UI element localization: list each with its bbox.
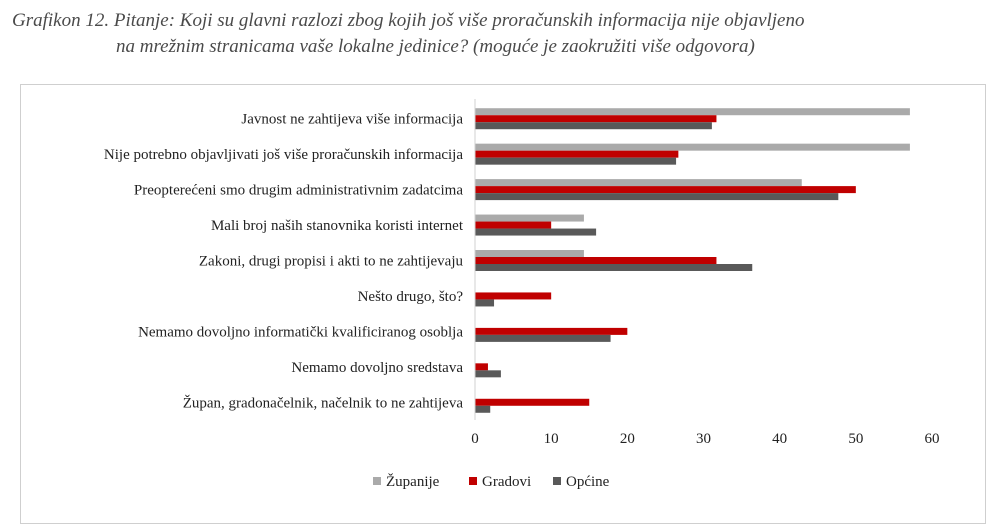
legend-swatch-gradovi (469, 477, 477, 485)
bar-općine-2 (475, 193, 839, 201)
x-tick-label: 50 (848, 431, 863, 447)
bar-općine-6 (475, 334, 611, 342)
bar-županije-3 (475, 214, 584, 222)
chart-title: Grafikon 12. Pitanje: Koji su glavni raz… (12, 8, 972, 60)
category-label: Preopterećeni smo drugim administrativni… (134, 183, 463, 199)
x-tick-label: 30 (696, 431, 711, 447)
x-tick-label: 60 (925, 431, 940, 447)
bar-gradovi-2 (475, 186, 856, 194)
bar-općine-5 (475, 299, 495, 307)
bar-općine-8 (475, 405, 491, 413)
x-tick-label: 40 (772, 431, 787, 447)
bar-gradovi-7 (475, 363, 488, 371)
bar-županije-1 (475, 143, 910, 151)
bar-gradovi-8 (475, 398, 590, 406)
category-label: Zakoni, drugi propisi i akti to ne zahti… (199, 254, 464, 270)
chart-title-line-1: Grafikon 12. Pitanje: Koji su glavni raz… (12, 10, 805, 31)
legend-label-gradovi: Gradovi (482, 474, 531, 490)
bar-gradovi-6 (475, 327, 628, 335)
chart-title-line-2: na mrežnim stranicama vaše lokalne jedin… (116, 36, 755, 57)
legend-label-županije: Županije (386, 473, 440, 490)
legend-label-općine: Općine (566, 474, 610, 490)
bar-županije-0 (475, 108, 910, 116)
bar-gradovi-5 (475, 292, 552, 300)
category-label: Župan, gradonačelnik, načelnik to ne zah… (183, 394, 464, 411)
category-label: Nemamo dovoljno sredstava (291, 360, 463, 376)
bar-općine-4 (475, 264, 753, 271)
bar-gradovi-0 (475, 115, 717, 123)
legend-swatch-županije (373, 477, 381, 485)
bar-gradovi-3 (475, 221, 552, 229)
legend-swatch-općine (553, 477, 561, 485)
category-label: Javnost ne zahtijeva više informacija (241, 112, 463, 128)
x-tick-label: 10 (544, 431, 559, 447)
bar-općine-1 (475, 157, 677, 165)
x-tick-label: 0 (471, 431, 479, 447)
category-label: Nemamo dovoljno informatički kvalificira… (138, 324, 463, 340)
bar-gradovi-4 (475, 257, 717, 264)
category-label: Mali broj naših stanovnika koristi inter… (211, 218, 464, 234)
category-label: Nešto drugo, što? (358, 289, 464, 305)
chart-panel (20, 84, 986, 524)
x-tick-label: 20 (620, 431, 635, 447)
bar-općine-0 (475, 122, 712, 130)
category-label: Nije potrebno objavljivati još više pror… (104, 147, 463, 163)
bar-gradovi-1 (475, 150, 679, 158)
bar-županije-4 (475, 250, 584, 257)
bar-županije-2 (475, 179, 802, 187)
bar-općine-7 (475, 370, 501, 378)
bar-općine-3 (475, 228, 597, 236)
